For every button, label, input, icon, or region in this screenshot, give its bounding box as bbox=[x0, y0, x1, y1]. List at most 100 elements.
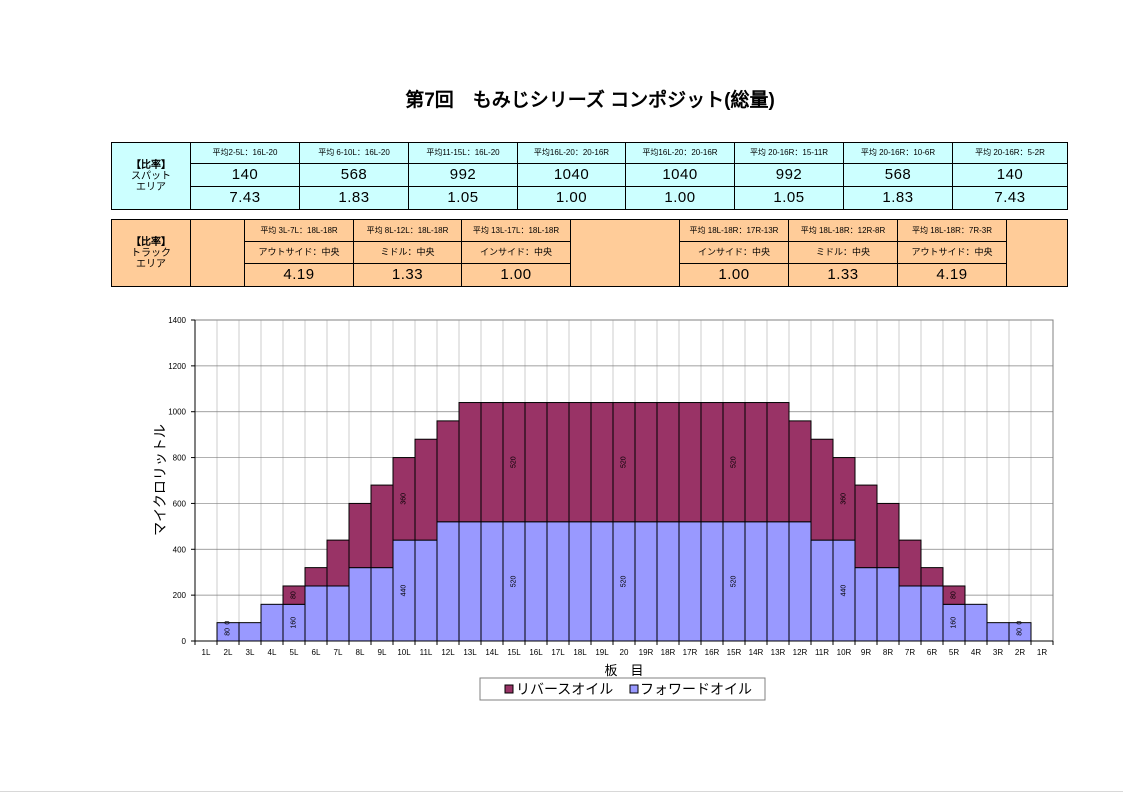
bar-forward-oil-13l bbox=[458, 521, 482, 642]
bar-forward-oil-19l bbox=[590, 521, 614, 642]
bar-reverse-oil-5r bbox=[942, 585, 966, 605]
x-axis-title: 板 目 bbox=[604, 663, 643, 678]
bar-forward-oil-18l bbox=[568, 521, 592, 642]
bar-reverse-oil-7r bbox=[898, 539, 922, 587]
x-tick-label: 1L bbox=[202, 648, 211, 657]
bar-forward-oil-4l bbox=[260, 603, 284, 642]
spot-ratio-cell: 1.83 bbox=[299, 186, 409, 210]
x-tick-label: 5L bbox=[290, 648, 299, 657]
track-position-cell: ミドル：中央 bbox=[788, 241, 898, 264]
y-tick-label: 400 bbox=[173, 545, 187, 554]
track-table-label-ratio: 【比率】 bbox=[131, 236, 171, 248]
bar-forward-oil-9r bbox=[854, 567, 878, 642]
x-tick-label: 4L bbox=[268, 648, 277, 657]
x-tick-label: 8R bbox=[883, 648, 893, 657]
x-tick-label: 4R bbox=[971, 648, 981, 657]
forward-oil-data-label: 440 bbox=[841, 585, 848, 597]
bar-reverse-oil-13l bbox=[458, 402, 482, 523]
bar-forward-oil-19r bbox=[634, 521, 658, 642]
track-header-cell: 平均 3L-7L：18L-18R bbox=[244, 219, 354, 242]
bar-reverse-oil-9l bbox=[370, 484, 394, 569]
bar-reverse-oil-16l bbox=[524, 402, 548, 523]
legend-swatch-forward-oil bbox=[629, 684, 639, 694]
track-header-cell: 平均 18L-18R：12R-8R bbox=[788, 219, 898, 242]
spot-average-cell: 140 bbox=[190, 163, 300, 187]
bar-reverse-oil-7l bbox=[326, 539, 350, 587]
spot-ratio-cell: 1.83 bbox=[843, 186, 953, 210]
bar-forward-oil-12l bbox=[436, 521, 460, 642]
spot-ratio-cell: 7.43 bbox=[952, 186, 1068, 210]
x-tick-label: 3L bbox=[246, 648, 255, 657]
legend-box bbox=[479, 677, 766, 701]
bar-reverse-oil-13r bbox=[766, 402, 790, 523]
legend-swatch-reverse-oil bbox=[504, 684, 514, 694]
bar-forward-oil-14r bbox=[744, 521, 768, 642]
y-tick-label: 600 bbox=[173, 499, 187, 508]
spot-average-cell: 140 bbox=[952, 163, 1068, 187]
legend-label-forward-oil: フォワードオイル bbox=[640, 681, 752, 697]
y-tick-label: 200 bbox=[173, 591, 187, 600]
reverse-oil-data-label: 0 bbox=[1017, 621, 1024, 625]
track-position-cell: インサイド：中央 bbox=[461, 241, 571, 264]
x-tick-label: 19R bbox=[639, 648, 654, 657]
bar-reverse-oil-8l bbox=[348, 502, 372, 569]
bar-forward-oil-6r bbox=[920, 585, 944, 642]
forward-oil-data-label: 520 bbox=[621, 575, 628, 587]
x-tick-label: 12R bbox=[793, 648, 808, 657]
bar-forward-oil-7r bbox=[898, 585, 922, 642]
x-tick-label: 2L bbox=[224, 648, 233, 657]
reverse-oil-data-label: 0 bbox=[225, 621, 232, 625]
x-tick-label: 5R bbox=[949, 648, 959, 657]
y-tick-label: 1400 bbox=[168, 316, 186, 325]
spot-table-label-area: エリア bbox=[136, 181, 166, 193]
chart-axes bbox=[191, 319, 1054, 645]
bar-reverse-oil-12r bbox=[788, 420, 812, 523]
track-header-cell: 平均 18L-18R：7R-3R bbox=[897, 219, 1007, 242]
bar-forward-oil-16l bbox=[524, 521, 548, 642]
x-tick-label: 9R bbox=[861, 648, 871, 657]
bar-forward-oil-6l bbox=[304, 585, 328, 642]
track-ratio-cell: 1.33 bbox=[353, 263, 462, 287]
bar-reverse-oil-11r bbox=[810, 438, 834, 541]
x-tick-label: 16L bbox=[529, 648, 543, 657]
bar-forward-oil-17l bbox=[546, 521, 570, 642]
legend-label-reverse-oil: リバースオイル bbox=[516, 681, 613, 697]
bar-reverse-oil-18r bbox=[656, 402, 680, 523]
bar-reverse-oil-9r bbox=[854, 484, 878, 569]
x-tick-label: 3R bbox=[993, 648, 1003, 657]
x-tick-label: 10L bbox=[397, 648, 411, 657]
chart-data-labels: 80 160 440 520 520 520 440 160 80 0 80 360 520 520 520… bbox=[225, 456, 1024, 636]
track-ratio-cell: 1.00 bbox=[679, 263, 789, 287]
spot-header-cell: 平均2-5L：16L-20 bbox=[190, 142, 300, 164]
bar-forward-oil-9l bbox=[370, 567, 394, 642]
track-ratio-cell: 1.00 bbox=[461, 263, 571, 287]
bar-forward-oil-4r bbox=[964, 603, 988, 642]
x-tick-label: 18R bbox=[661, 648, 676, 657]
x-tick-label: 19L bbox=[595, 648, 609, 657]
forward-oil-data-label: 520 bbox=[511, 575, 518, 587]
track-header-cell: 平均 13L-17L：18L-18R bbox=[461, 219, 571, 242]
bar-forward-oil-8r bbox=[876, 567, 900, 642]
x-tick-label: 10R bbox=[837, 648, 852, 657]
bar-forward-oil-18r bbox=[656, 521, 680, 642]
track-position-cell: ミドル：中央 bbox=[353, 241, 462, 264]
spot-average-cell: 568 bbox=[843, 163, 953, 187]
bar-forward-oil-13r bbox=[766, 521, 790, 642]
x-tick-label: 17R bbox=[683, 648, 698, 657]
x-tick-label: 1R bbox=[1037, 648, 1047, 657]
bar-reverse-oil-19r bbox=[634, 402, 658, 523]
bar-forward-oil-3r bbox=[986, 622, 1010, 642]
bar-reverse-oil-14r bbox=[744, 402, 768, 523]
spot-average-cell: 1040 bbox=[517, 163, 626, 187]
spot-ratio-cell: 1.00 bbox=[625, 186, 735, 210]
page-title: 第7回 もみじシリーズ コンポジット(総量) bbox=[405, 90, 775, 111]
x-tick-label: 15R bbox=[727, 648, 742, 657]
spot-average-cell: 992 bbox=[734, 163, 844, 187]
spot-ratio-cell: 1.05 bbox=[408, 186, 518, 210]
spot-average-cell: 568 bbox=[299, 163, 409, 187]
reverse-oil-data-label: 360 bbox=[841, 493, 848, 505]
bar-reverse-oil-16r bbox=[700, 402, 724, 523]
